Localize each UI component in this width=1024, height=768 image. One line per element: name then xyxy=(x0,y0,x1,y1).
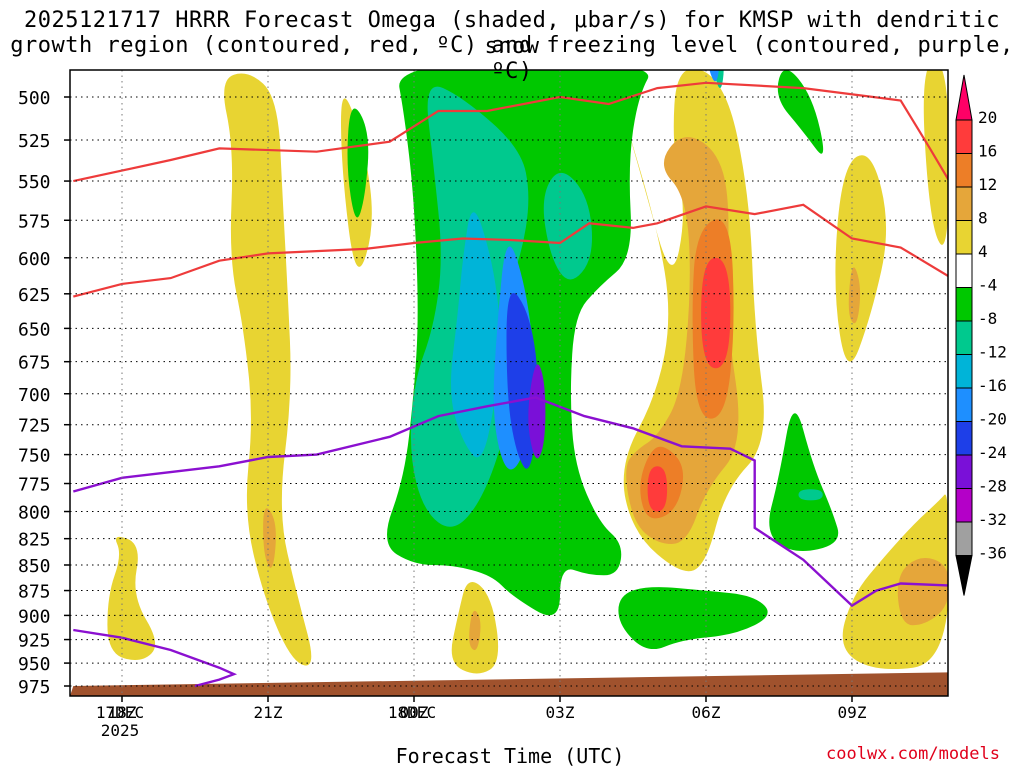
omega-region-8-9 xyxy=(469,610,481,651)
dendritic-contour-line-1 xyxy=(73,203,948,298)
y-tick-label-950: 950 xyxy=(18,654,51,675)
y-tick-label-550: 550 xyxy=(18,172,51,193)
colorbar-label-20: 20 xyxy=(978,108,997,127)
colorbar-label-neg36: -36 xyxy=(978,544,1007,563)
y-tick-label-775: 775 xyxy=(18,475,51,496)
x-date-label-mid: 18DEC xyxy=(372,704,452,722)
y-tick-label-575: 575 xyxy=(18,211,51,232)
colorbar-label-neg8: -8 xyxy=(978,309,997,328)
y-tick-label-650: 650 xyxy=(18,319,51,340)
omega-region-neg4-21 xyxy=(777,70,824,154)
terrain-surface xyxy=(70,672,948,696)
axes: 500 525 550 575 600 625 650 675 700 725 750 775 800 8… xyxy=(18,88,867,722)
colorbar: 20 16 12 8 4 -4 -8 -12 -16 -20 -24 -28 -32 -36 xyxy=(955,74,1007,596)
colorbar-label-12: 12 xyxy=(978,175,997,194)
omega-region-neg16-29 xyxy=(709,70,719,82)
omega-region-16-15 xyxy=(647,466,668,512)
y-tick-label-925: 925 xyxy=(18,631,51,652)
y-tick-label-525: 525 xyxy=(18,131,51,152)
y-tick-label-700: 700 xyxy=(18,385,51,406)
omega-region-8-8 xyxy=(263,508,276,568)
y-tick-label-675: 675 xyxy=(18,353,51,374)
colorbar-swatch-11 xyxy=(955,454,973,489)
y-tick-label-725: 725 xyxy=(18,416,51,437)
omega-region-neg4-20 xyxy=(618,587,768,650)
omega-region-4-1 xyxy=(107,536,156,660)
colorbar-swatch-9 xyxy=(955,387,973,422)
y-tick-label-825: 825 xyxy=(18,530,51,551)
x-tick-label-18Z: 18Z xyxy=(108,703,137,722)
omega-region-8-11 xyxy=(848,267,861,324)
colorbar-min-triangle xyxy=(955,555,973,596)
colorbar-swatch-8 xyxy=(955,354,973,389)
colorbar-label-neg24: -24 xyxy=(978,443,1007,462)
y-tick-label-975: 975 xyxy=(18,677,51,698)
colorbar-swatch-5 xyxy=(955,253,973,288)
omega-region-8-12 xyxy=(897,558,948,626)
omega-region-neg12-27 xyxy=(450,212,500,458)
colorbar-label-neg12: -12 xyxy=(978,343,1007,362)
omega-region-4-5 xyxy=(835,155,887,362)
omega-region-neg8-24 xyxy=(543,172,593,280)
colorbar-label-neg32: -32 xyxy=(978,510,1007,529)
x-tick-label-06Z: 06Z xyxy=(692,703,721,722)
colorbar-label-neg28: -28 xyxy=(978,477,1007,496)
x-tick-label-00Z: 00Z xyxy=(400,703,429,722)
colorbar-label-neg4: -4 xyxy=(978,276,997,295)
y-tick-label-625: 625 xyxy=(18,285,51,306)
omega-region-neg28-31 xyxy=(528,364,546,459)
colorbar-swatch-3 xyxy=(955,186,973,221)
colorbar-label-8: 8 xyxy=(978,209,988,228)
colorbar-swatch-13 xyxy=(955,521,973,556)
source-credit[interactable]: coolwx.com/models xyxy=(826,744,1000,764)
plot-area xyxy=(70,70,948,696)
colorbar-swatch-6 xyxy=(955,287,973,322)
plot-border xyxy=(69,69,949,697)
omega-region-neg8-26 xyxy=(798,489,823,501)
y-tick-label-900: 900 xyxy=(18,606,51,627)
colorbar-label-neg16: -16 xyxy=(978,376,1007,395)
omega-region-16-16 xyxy=(701,257,731,369)
plot-frame xyxy=(69,69,949,697)
y-tick-label-600: 600 xyxy=(18,249,51,270)
omega-region-4-0 xyxy=(224,73,312,666)
grid xyxy=(70,70,948,696)
omega-region-4-7 xyxy=(842,494,948,669)
colorbar-label-neg20: -20 xyxy=(978,410,1007,429)
y-tick-label-800: 800 xyxy=(18,503,51,524)
colorbar-swatch-10 xyxy=(955,421,973,456)
colorbar-label-4: 4 xyxy=(978,242,988,261)
y-tick-label-750: 750 xyxy=(18,446,51,467)
y-tick-label-875: 875 xyxy=(18,582,51,603)
chart-title-line-2: growth region (contoured, red, ºC) and f… xyxy=(10,33,1014,84)
colorbar-label-16: 16 xyxy=(978,142,997,161)
y-tick-label-850: 850 xyxy=(18,556,51,577)
omega-region-neg4-19 xyxy=(347,108,369,218)
x-date-label-start: 17DEC 2025 xyxy=(80,704,160,740)
x-tick-label-09Z: 09Z xyxy=(838,703,867,722)
colorbar-swatch-2 xyxy=(955,153,973,188)
x-tick-label-21Z: 21Z xyxy=(254,703,283,722)
x-date-day-1: 17DEC xyxy=(95,703,145,722)
omega-region-4-6 xyxy=(923,70,948,245)
x-tick-label-03Z: 03Z xyxy=(546,703,575,722)
x-date-year-1: 2025 xyxy=(100,721,140,740)
omega-region-neg4-22 xyxy=(769,413,839,552)
colorbar-swatch-1 xyxy=(955,119,973,154)
colorbar-swatch-4 xyxy=(955,220,973,255)
x-axis-label: Forecast Time (UTC) xyxy=(395,744,625,768)
colorbar-swatch-7 xyxy=(955,320,973,355)
colorbar-swatch-12 xyxy=(955,488,973,523)
y-tick-label-500: 500 xyxy=(18,88,51,109)
x-date-day-2: 18DEC xyxy=(387,703,437,722)
omega-region-neg4-18 xyxy=(485,70,626,232)
chart-title-line-1: 2025121717 HRRR Forecast Omega (shaded, … xyxy=(24,8,1000,59)
